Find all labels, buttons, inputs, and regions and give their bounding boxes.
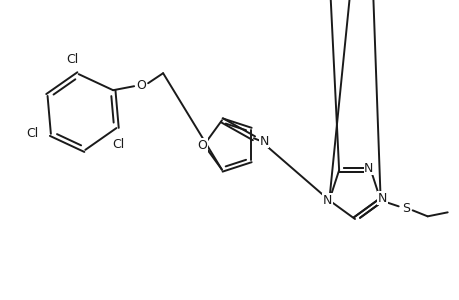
Text: Cl: Cl (67, 53, 78, 66)
Text: S: S (401, 202, 409, 215)
Text: N: N (377, 192, 386, 205)
Text: N: N (259, 135, 268, 148)
Text: O: O (196, 139, 207, 152)
Text: Cl: Cl (112, 138, 124, 151)
Text: N: N (364, 162, 373, 175)
Text: N: N (322, 194, 331, 207)
Text: O: O (136, 79, 146, 92)
Text: Cl: Cl (27, 127, 39, 140)
